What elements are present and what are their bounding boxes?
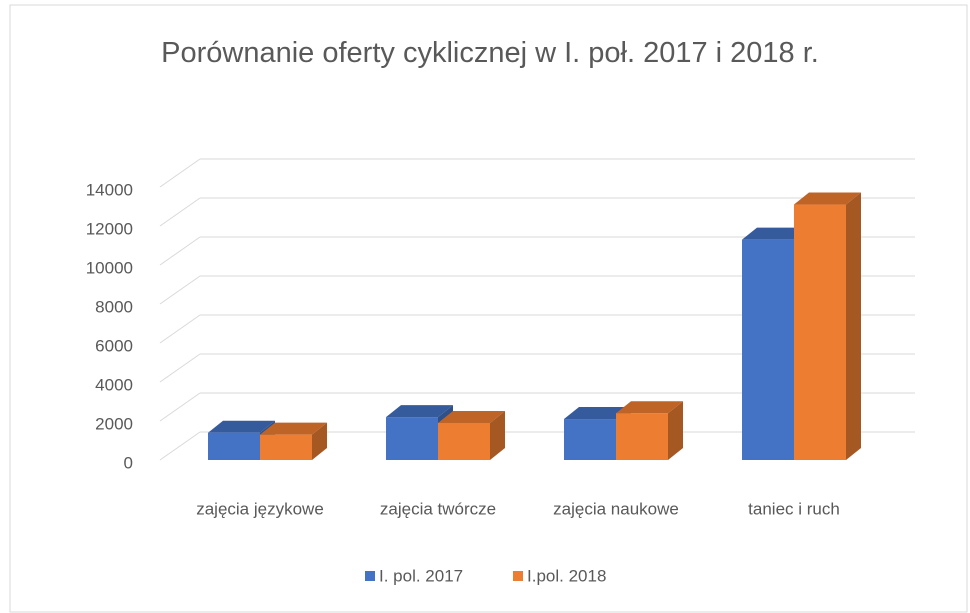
bar-side xyxy=(312,422,327,460)
bar xyxy=(564,419,616,460)
y-tick-label: 6000 xyxy=(95,336,133,355)
y-tick-label: 2000 xyxy=(95,414,133,433)
bar-top xyxy=(386,405,453,418)
bar-top xyxy=(208,420,275,433)
grid-line xyxy=(159,158,201,188)
bar-side xyxy=(490,410,505,460)
chart-title: Porównanie oferty cyklicznej w I. poł. 2… xyxy=(161,37,819,69)
bar-top xyxy=(260,422,327,435)
y-tick-label: 12000 xyxy=(86,219,133,238)
legend-label: I. pol. 2017 xyxy=(379,566,463,585)
legend-swatch xyxy=(365,571,375,581)
grid-line xyxy=(159,197,201,227)
bar-side xyxy=(668,401,683,460)
x-tick-label: zajęcia językowe xyxy=(196,499,324,518)
grid-line xyxy=(159,431,201,461)
chart-border xyxy=(9,4,968,613)
bar xyxy=(208,432,260,460)
bar xyxy=(438,422,490,460)
y-tick-label: 14000 xyxy=(86,180,133,199)
legend-swatch xyxy=(513,571,523,581)
bar-top xyxy=(438,410,505,423)
y-tick-label: 0 xyxy=(124,453,133,472)
bar-top xyxy=(794,192,861,205)
bar xyxy=(616,413,668,460)
y-tick-label: 4000 xyxy=(95,375,133,394)
bar xyxy=(386,417,438,460)
grid-line xyxy=(159,275,201,305)
bar xyxy=(794,204,846,460)
bar xyxy=(260,434,312,460)
bar-top xyxy=(616,401,683,414)
grid-line xyxy=(159,353,201,383)
bar-top xyxy=(742,227,809,240)
bar xyxy=(742,239,794,460)
y-tick-label: 10000 xyxy=(86,258,133,277)
grid-line xyxy=(159,314,201,344)
x-tick-label: zajęcia naukowe xyxy=(553,499,679,518)
grid-line xyxy=(159,392,201,422)
x-tick-label: zajęcia twórcze xyxy=(380,499,496,518)
legend-label: I.pol. 2018 xyxy=(527,566,606,585)
bar-top xyxy=(564,407,631,420)
x-tick-label: taniec i ruch xyxy=(748,499,840,518)
y-tick-label: 8000 xyxy=(95,297,133,316)
bar-side xyxy=(846,192,861,461)
grid-line xyxy=(159,236,201,266)
